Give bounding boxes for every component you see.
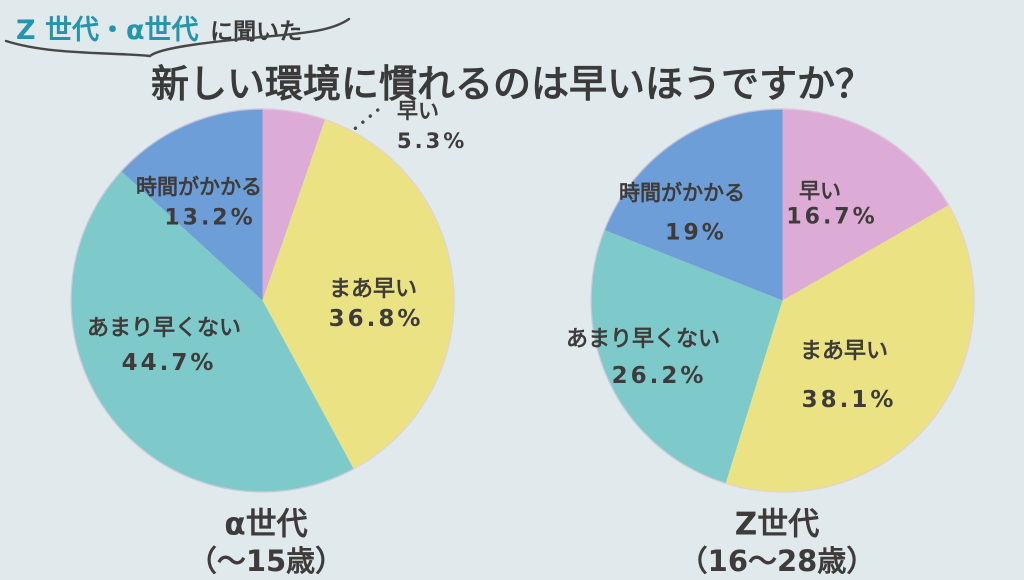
chart-caption-z-generation-age: （16～28歳） <box>678 544 876 578</box>
slice-label-fast: 早い <box>799 179 841 203</box>
pie-chart-z-generation <box>590 108 975 493</box>
pie-slice-somewhat-fast <box>725 204 975 493</box>
slice-value-fast: 5.3% <box>397 129 468 153</box>
slice-label-takes-time: 時間がかかる <box>619 181 745 205</box>
slice-value-takes-time: 13.2% <box>164 205 256 231</box>
pie-chart-alpha-generation <box>70 108 455 493</box>
page-title: 新しい環境に慣れるのは早いほうですか？ <box>151 62 874 106</box>
pie-slice-takes-time <box>603 108 783 301</box>
slice-value-fast: 16.7% <box>786 204 878 230</box>
pie-slice-fast <box>782 108 949 301</box>
slice-label-fast: 早い <box>397 99 439 123</box>
chart-caption-alpha-generation-age: （～15歳） <box>187 544 345 578</box>
slice-value-somewhat-fast: 38.1% <box>801 387 897 413</box>
slice-label-somewhat-fast: まあ早い <box>799 339 889 364</box>
pie-slice-takes-time <box>120 108 263 301</box>
chart-caption-z-generation: Z世代 <box>734 506 820 543</box>
pie-slice-somewhat-fast <box>262 119 455 470</box>
slice-label-somewhat-fast: まあ早い <box>328 277 418 302</box>
slice-label-not-so-fast: あまり早くない <box>86 316 242 341</box>
tagline-rest: に聞いた <box>210 19 303 45</box>
slice-value-not-so-fast: 44.7% <box>121 350 217 376</box>
pie-outline <box>590 108 975 493</box>
slice-value-not-so-fast: 26.2% <box>611 363 707 389</box>
tagline: Z 世代・α世代 に聞いた <box>16 8 302 47</box>
pie-slice-not-so-fast <box>70 170 354 493</box>
tagline-highlight: Z 世代・α世代 <box>16 15 199 46</box>
slice-label-takes-time: 時間がかかる <box>136 175 262 199</box>
chart-caption-alpha-generation: α世代 <box>224 506 308 543</box>
slice-value-takes-time: 19% <box>665 220 727 246</box>
pie-outline <box>70 108 455 493</box>
slice-value-somewhat-fast: 36.8% <box>328 306 424 332</box>
pie-slice-not-so-fast <box>590 229 783 484</box>
pie-slice-fast <box>262 108 326 301</box>
slice-label-not-so-fast: あまり早くない <box>565 327 721 352</box>
